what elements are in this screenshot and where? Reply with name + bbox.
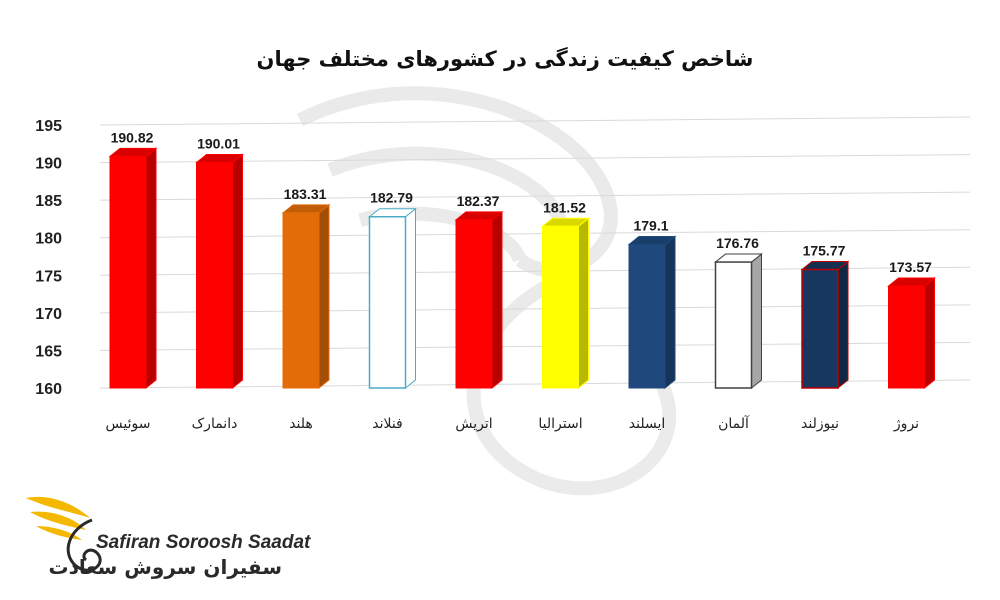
x-tick-label: نیوزلند [801,416,839,432]
bar [454,210,504,390]
company-logo: Safiran Soroosh Saadat سفیران سروش سعادت [26,496,311,579]
bar [108,147,158,390]
data-label: 190.82 [111,129,154,145]
x-tick-label: فنلاند [372,416,403,432]
y-tick-label: 170 [35,306,62,323]
data-label: 173.57 [889,259,932,275]
data-labels: 190.82 190.01 183.31 182.79 182.37 181.52 179.… [111,129,933,275]
y-tick-label: 190 [35,156,62,173]
bar [368,207,417,390]
x-tick-label: دانمارک [192,416,238,432]
logo-name-en: Safiran Soroosh Saadat [96,532,311,553]
logo-name-fa: سفیران سروش سعادت [49,555,283,579]
category-labels: سوئیس دانمارک هلند فنلاند اتریش استرالیا ایسلن… [106,415,920,432]
gridline [99,229,971,239]
data-label: 181.52 [543,199,586,215]
y-axis-ticks: 160 165 170 175 180 185 190 195 [35,118,62,398]
gridline [99,116,971,126]
data-label: 176.76 [716,235,759,251]
x-tick-label: سوئیس [106,416,151,432]
data-label: 175.77 [803,242,846,258]
bar [714,253,763,390]
data-label: 182.79 [370,190,413,206]
y-tick-label: 180 [35,231,62,248]
data-label: 179.1 [633,217,668,233]
x-tick-label: ایسلند [629,416,665,432]
chart-title: شاخص کیفیت زندگی در کشورهای مختلف جهان [257,46,754,71]
gridline [99,191,971,201]
bar [541,217,590,390]
y-tick-label: 165 [35,343,62,360]
data-label: 182.37 [457,193,500,209]
data-label: 183.31 [284,186,327,202]
y-tick-label: 195 [35,118,62,135]
x-tick-label: هلند [289,416,313,432]
data-label: 190.01 [197,135,240,151]
gridline [99,154,971,164]
x-tick-label: نروژ [893,416,919,432]
y-tick-label: 175 [35,268,62,285]
bar [627,235,677,390]
x-tick-label: اتریش [455,416,492,432]
phoenix-icon [26,496,102,572]
grid-lines [99,116,971,389]
bar [887,276,936,390]
bar [800,260,850,390]
y-tick-label: 160 [35,381,62,398]
y-tick-label: 185 [35,193,62,210]
bar [195,153,244,390]
bar-series [108,147,936,390]
x-tick-label: آلمان [718,415,750,432]
bar [281,203,331,390]
x-tick-label: استرالیا [538,416,582,432]
